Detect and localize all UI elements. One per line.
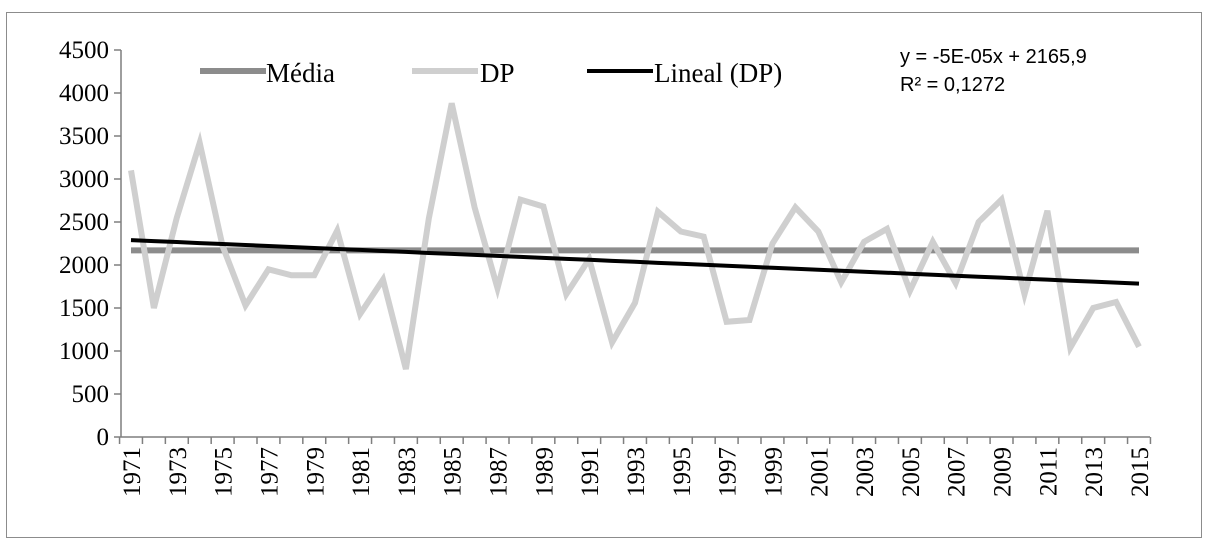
x-tick-label: 1997 <box>715 447 742 497</box>
x-tick-label: 1999 <box>760 447 787 497</box>
x-tick-label: 2003 <box>852 447 879 497</box>
x-tick-label: 2015 <box>1127 447 1154 497</box>
x-tick-label: 1991 <box>577 447 604 497</box>
legend: Média DP Lineal (DP) <box>200 58 782 88</box>
legend-label-dp: DP <box>480 58 515 88</box>
x-tick-label: 1985 <box>440 447 467 497</box>
x-tick-label: 2009 <box>990 447 1017 497</box>
y-tick-label: 2000 <box>59 252 109 279</box>
x-tick-label: 2001 <box>806 447 833 497</box>
series-line-trendline <box>130 238 1140 286</box>
trendline-equation: y = -5E-05x + 2165,9 R² = 0,1272 <box>900 46 1087 96</box>
x-tick-label: 1973 <box>165 447 192 497</box>
y-tick-label: 1000 <box>59 338 109 365</box>
y-ticks: 0 500 1000 1500 2000 2500 3000 3500 4000 4500 <box>59 37 121 451</box>
y-tick-label: 0 <box>97 424 110 451</box>
y-tick-label: 2500 <box>59 209 109 236</box>
legend-label-media: Média <box>266 58 335 88</box>
x-tick-label: 1983 <box>394 447 421 497</box>
x-tick-label: 1975 <box>211 447 238 497</box>
y-tick-label: 3000 <box>59 166 109 193</box>
y-tick-label: 500 <box>72 381 110 408</box>
legend-label-trendline: Lineal (DP) <box>654 58 782 88</box>
x-tick-label: 1971 <box>119 447 146 497</box>
x-tick-label: 2007 <box>944 447 971 497</box>
x-tick-label: 1993 <box>623 447 650 497</box>
chart-frame <box>6 12 1202 538</box>
x-tick-label: 1995 <box>669 447 696 497</box>
y-tick-label: 4000 <box>59 80 109 107</box>
x-tick-label: 1981 <box>348 447 375 497</box>
x-ticks: 1971 1973 1975 1977 1979 1981 1983 1985 1987 1989… <box>118 437 1154 497</box>
x-tick-label: 1979 <box>302 447 329 497</box>
trendline-equation-text: y = -5E-05x + 2165,9 <box>900 46 1087 68</box>
y-tick-label: 3500 <box>59 123 109 150</box>
x-tick-label: 1987 <box>486 447 513 497</box>
x-tick-label: 1989 <box>531 447 558 497</box>
r-squared-text: R² = 0,1272 <box>900 74 1005 96</box>
y-tick-label: 4500 <box>59 37 109 64</box>
series-line-dp <box>128 102 1142 370</box>
series-layer <box>128 102 1142 370</box>
x-tick-label: 2005 <box>898 447 925 497</box>
axes <box>120 50 1150 438</box>
x-tick-label: 1977 <box>256 447 283 497</box>
x-tick-label: 2011 <box>1035 447 1062 496</box>
x-tick-label: 2013 <box>1081 447 1108 497</box>
y-tick-label: 1500 <box>59 295 109 322</box>
